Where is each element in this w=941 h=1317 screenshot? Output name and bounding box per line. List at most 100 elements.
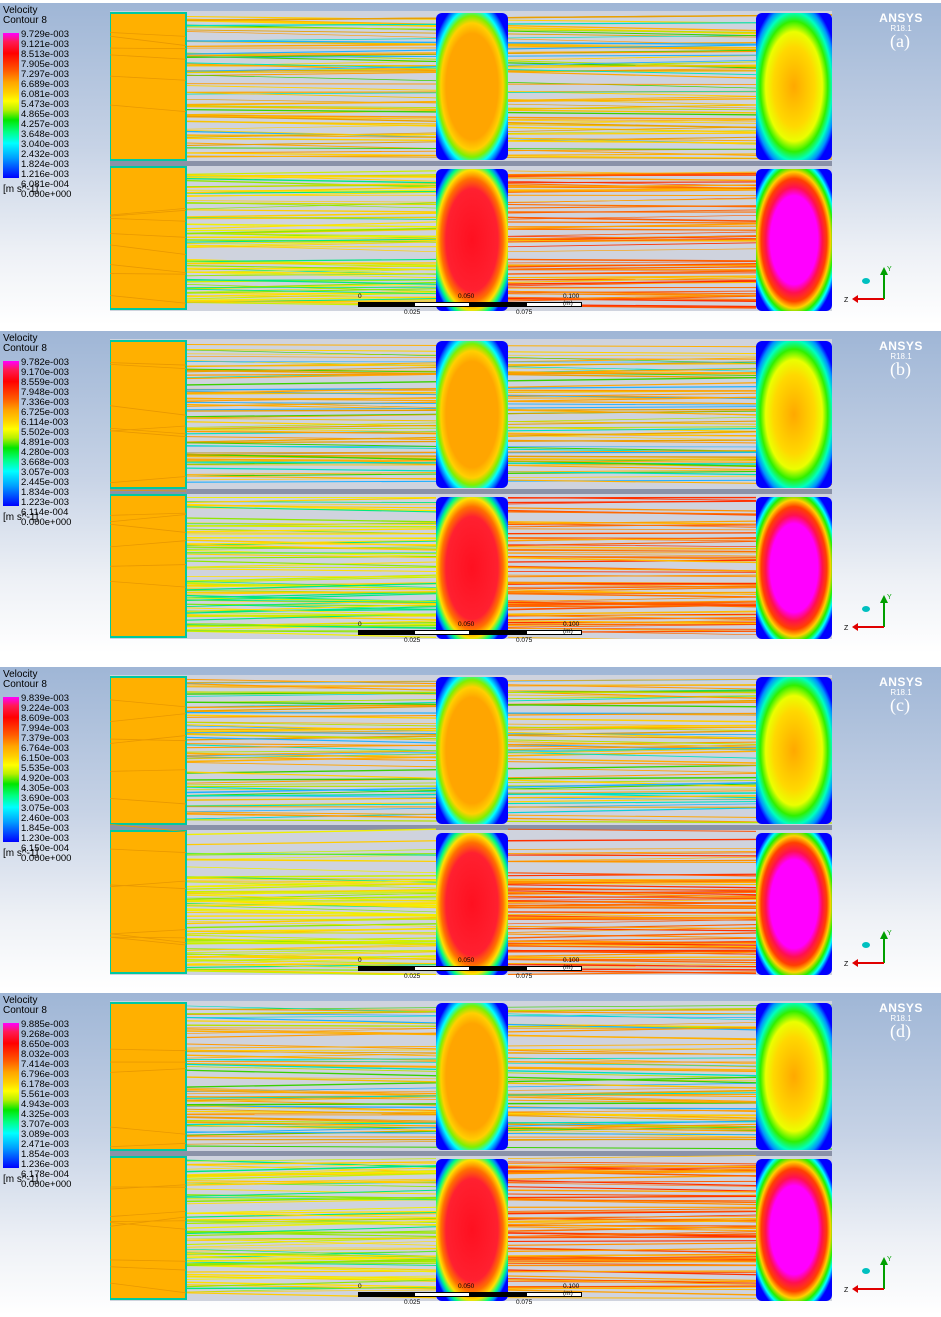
- legend-tick: 4.257e-003: [21, 119, 70, 130]
- streamline: [185, 522, 437, 525]
- streamline: [185, 678, 833, 683]
- scale-label: 0.025: [404, 637, 421, 644]
- streamline: [507, 1278, 757, 1284]
- legend-subtitle: Contour 8: [3, 343, 47, 354]
- streamline: [109, 823, 187, 832]
- streamline: [185, 902, 437, 905]
- streamline: [185, 599, 437, 603]
- streamline: [185, 1069, 833, 1086]
- streamline: [185, 819, 833, 824]
- mid-section-lower: [436, 1159, 508, 1301]
- streamline: [507, 1233, 757, 1239]
- legend-tick: 8.032e-003: [21, 1049, 70, 1060]
- streamline: [507, 520, 757, 525]
- streamline: [507, 627, 757, 632]
- ansys-logo: ANSYS: [879, 675, 923, 689]
- streamline: [109, 104, 187, 113]
- scale-label: 0.100 (m): [563, 293, 580, 307]
- scale-bar-segment: [414, 302, 470, 307]
- streamline: [185, 733, 833, 747]
- streamline: [507, 537, 757, 540]
- streamline: [507, 1253, 757, 1257]
- streamline: [185, 1076, 833, 1082]
- streamline: [507, 556, 757, 564]
- streamline: [185, 1281, 437, 1288]
- streamline: [109, 362, 187, 366]
- scale-label: 0: [358, 621, 362, 628]
- streamline: [185, 763, 833, 774]
- streamline: [507, 223, 757, 230]
- streamline: [185, 909, 437, 917]
- streamline: [507, 205, 757, 209]
- streamline: [185, 497, 437, 504]
- streamline: [185, 90, 833, 95]
- streamline: [109, 936, 187, 946]
- legend-tick: 8.609e-003: [21, 713, 70, 724]
- streamline: [185, 362, 833, 367]
- legend-tick: 3.707e-003: [21, 1119, 70, 1130]
- streamline: [185, 883, 437, 890]
- streamline: [185, 1061, 833, 1063]
- streamline: [507, 605, 757, 608]
- streamline: [507, 574, 757, 578]
- legend-tick: 1.223e-003: [21, 497, 70, 508]
- channel-divider: [110, 489, 832, 494]
- streamline: [507, 904, 757, 907]
- streamline: [507, 1226, 757, 1232]
- streamline: [185, 132, 833, 136]
- legend-tick: 6.178e-003: [21, 1079, 70, 1090]
- streamline: [185, 475, 833, 485]
- streamline: [185, 1007, 833, 1015]
- streamline: [185, 288, 437, 295]
- streamline: [507, 248, 757, 253]
- streamline: [507, 592, 757, 598]
- streamline: [109, 273, 187, 275]
- streamline: [507, 262, 757, 268]
- streamline: [185, 118, 833, 130]
- outlet-section-upper: [756, 13, 832, 160]
- streamline: [185, 791, 833, 797]
- streamline: [185, 544, 437, 551]
- streamline: [185, 1178, 437, 1184]
- streamline: [185, 105, 833, 115]
- streamline: [507, 187, 757, 192]
- legend-tick: 8.513e-003: [21, 49, 70, 60]
- streamline: [185, 1013, 833, 1018]
- mid-section-upper: [436, 1003, 508, 1150]
- streamline: [507, 221, 757, 224]
- streamline: [185, 192, 437, 198]
- streamline: [185, 607, 437, 616]
- streamline: [507, 617, 757, 621]
- z-axis-label: Z: [844, 297, 849, 304]
- streamline: [185, 694, 833, 704]
- streamline: [185, 457, 833, 462]
- legend-tick: 5.502e-003: [21, 427, 70, 438]
- color-bar: [3, 361, 19, 506]
- streamline: [185, 771, 833, 789]
- z-axis-arrowhead: [852, 295, 858, 303]
- legend-tick: 6.081e-003: [21, 89, 70, 100]
- channel-divider: [110, 825, 832, 830]
- streamline: [185, 103, 833, 116]
- streamline: [507, 952, 757, 957]
- streamline: [507, 566, 757, 572]
- legend-tick: 6.150e-003: [21, 753, 70, 764]
- legend-tick: 3.668e-003: [21, 457, 70, 468]
- streamline: [185, 780, 833, 794]
- streamline: [185, 1264, 437, 1271]
- streamline: [109, 54, 187, 60]
- scale-label: 0: [358, 1283, 362, 1290]
- axis-triad: YZ: [844, 594, 892, 632]
- streamline: [185, 292, 437, 300]
- streamline: [507, 295, 757, 302]
- legend-tick: 3.089e-003: [21, 1129, 70, 1140]
- streamline: [185, 726, 833, 730]
- streamline: [507, 614, 757, 617]
- streamline: [185, 779, 833, 786]
- scale-bar-segment: [414, 630, 470, 635]
- streamline: [185, 1180, 437, 1184]
- streamline: [185, 806, 833, 808]
- legend-tick: 9.885e-003: [21, 1019, 70, 1030]
- streamline: [507, 1286, 757, 1290]
- streamline: [185, 916, 437, 925]
